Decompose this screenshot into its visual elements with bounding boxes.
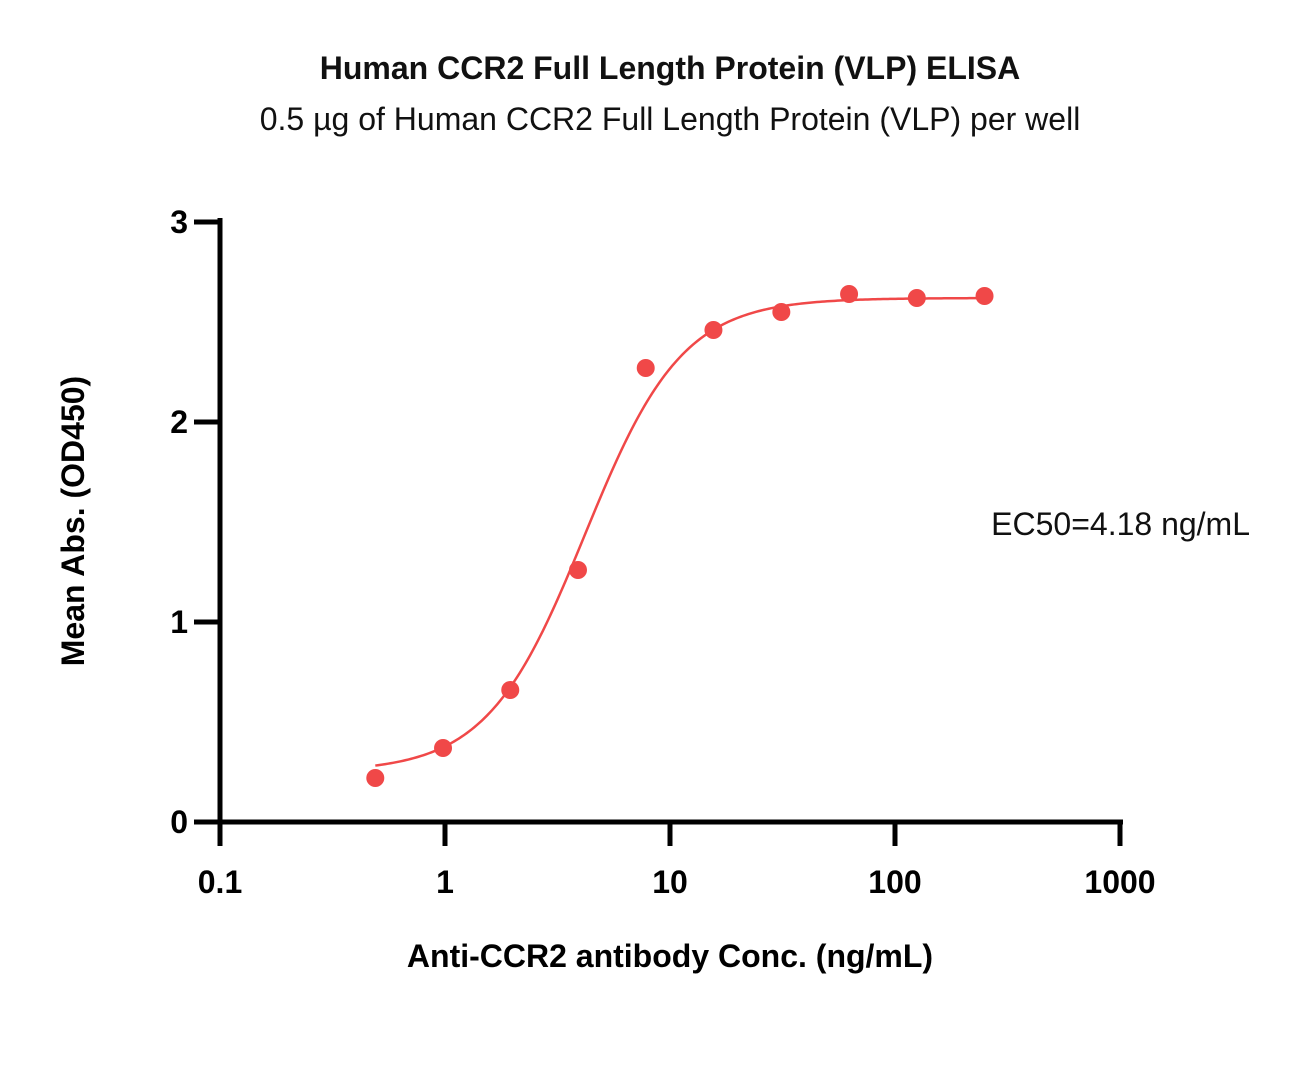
fit-curve bbox=[375, 296, 985, 767]
y-tick-label: 3 bbox=[170, 204, 188, 240]
data-point bbox=[907, 289, 926, 307]
data-point bbox=[636, 359, 655, 377]
ec50-annotation: EC50=4.18 ng/mL bbox=[991, 506, 1250, 542]
x-axis-label: Anti-CCR2 antibody Conc. (ng/mL) bbox=[407, 938, 933, 974]
y-axis: 0 1 2 3 bbox=[170, 204, 223, 840]
plot-area bbox=[366, 285, 994, 787]
x-tick-label: 10 bbox=[652, 864, 688, 900]
data-point bbox=[975, 287, 994, 305]
y-tick-label: 2 bbox=[170, 404, 188, 440]
data-point bbox=[772, 303, 791, 321]
y-tick-label: 1 bbox=[170, 604, 188, 640]
x-axis: 0.1 1 10 100 1000 bbox=[198, 819, 1156, 900]
chart-subtitle: 0.5 µg of Human CCR2 Full Length Protein… bbox=[260, 101, 1081, 137]
data-point bbox=[704, 321, 723, 339]
x-tick-label: 1000 bbox=[1084, 864, 1155, 900]
y-tick-label: 0 bbox=[170, 804, 188, 840]
data-point bbox=[501, 681, 520, 699]
x-tick-label: 100 bbox=[868, 864, 921, 900]
data-point bbox=[568, 561, 587, 579]
x-ticks: 0.1 1 10 100 1000 bbox=[198, 822, 1156, 900]
y-axis-label: Mean Abs. (OD450) bbox=[55, 376, 91, 666]
x-tick-label: 1 bbox=[436, 864, 454, 900]
data-point bbox=[366, 769, 385, 787]
chart-title: Human CCR2 Full Length Protein (VLP) ELI… bbox=[320, 50, 1020, 86]
x-tick-label: 0.1 bbox=[198, 864, 242, 900]
data-point bbox=[840, 285, 859, 303]
data-point bbox=[434, 739, 453, 757]
y-ticks: 0 1 2 3 bbox=[170, 204, 220, 840]
